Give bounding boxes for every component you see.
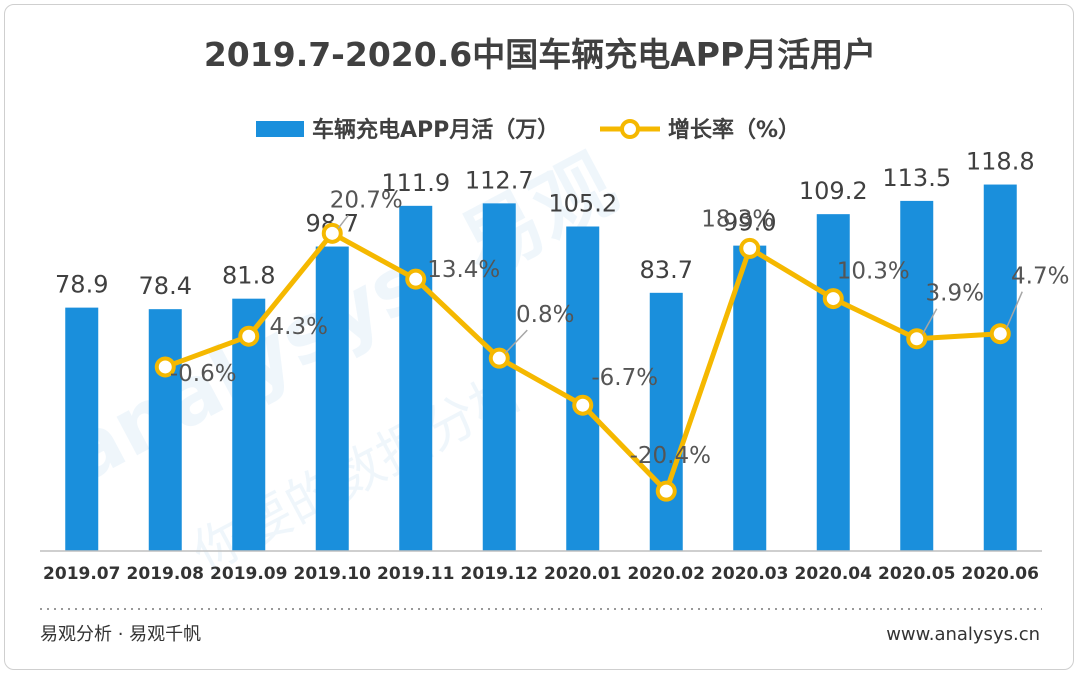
rate-point-2020.03: [739, 237, 761, 259]
legend-line-label: 增长率（%）: [668, 117, 800, 143]
footer-website[interactable]: www.analysys.cn: [886, 624, 1040, 645]
rate-value-2019.09: 4.3%: [270, 314, 328, 340]
bar-2020.02: [649, 292, 683, 551]
bar-value-2019.09: 81.8: [222, 262, 275, 290]
x-tick-2020.03: 2020.03: [711, 564, 788, 584]
rate-point-2020.06: [989, 323, 1011, 345]
rate-leader-2020.06: [1005, 291, 1023, 329]
bar-2019.07: [65, 307, 99, 551]
bar-value-labels: 78.978.481.898.7111.9112.7105.283.799.01…: [55, 148, 1035, 301]
rate-value-2020.05: 3.9%: [926, 281, 984, 307]
rate-point-2019.11: [405, 268, 427, 290]
chart-title: 2019.7-2020.6中国车辆充电APP月活用户: [204, 35, 876, 74]
bar-value-2019.08: 78.4: [139, 272, 192, 300]
bar-2020.06: [983, 184, 1017, 551]
rate-value-labels: -0.6% 4.3% 20.7% 13.4% 0.8% -6.7% -20.4% 18.3% 1…: [170, 187, 1070, 469]
rate-value-2020.02: -20.4%: [630, 443, 711, 469]
rate-point-2019.10: [321, 222, 343, 244]
rate-value-2020.03: 18.3%: [701, 206, 774, 232]
rate-point-2019.08: [154, 356, 176, 378]
bar-value-2019.11: 111.9: [381, 169, 450, 197]
bar-value-2020.04: 109.2: [799, 177, 868, 205]
x-tick-2019.11: 2019.11: [377, 564, 454, 584]
bar-2020.04: [816, 214, 850, 551]
bar-value-2020.02: 83.7: [640, 256, 693, 284]
legend-line-marker: [620, 119, 640, 139]
x-tick-2020.02: 2020.02: [628, 564, 705, 584]
bar-value-2020.01: 105.2: [548, 189, 617, 217]
x-tick-2020.04: 2020.04: [795, 564, 873, 584]
bar-2019.11: [399, 205, 433, 551]
rate-value-2019.08: -0.6%: [170, 361, 237, 387]
rate-value-2019.10: 20.7%: [330, 187, 403, 213]
rate-point-2019.12: [488, 347, 510, 369]
rate-leader-2019.10: [337, 214, 349, 229]
rate-value-2019.11: 13.4%: [427, 257, 500, 283]
legend-bar-label: 车辆充电APP月活（万）: [312, 117, 559, 143]
rate-value-2020.01: -6.7%: [591, 365, 658, 391]
x-tick-2020.05: 2020.05: [878, 564, 955, 584]
rate-point-2020.05: [906, 328, 928, 350]
rate-leader-2019.12: [504, 329, 528, 354]
rate-point-2020.02: [655, 480, 677, 502]
footer-source: 易观分析 · 易观千帆: [40, 624, 201, 645]
bar-2020.03: [733, 245, 767, 551]
legend-bar-swatch: [256, 121, 304, 137]
rate-value-2019.12: 0.8%: [516, 302, 574, 328]
bar-value-2020.05: 113.5: [882, 164, 951, 192]
rate-value-2020.04: 10.3%: [837, 259, 910, 285]
bar-value-2019.07: 78.9: [55, 271, 108, 299]
x-tick-2020.06: 2020.06: [962, 564, 1039, 584]
legend: 车辆充电APP月活（万） 增长率（%）: [256, 117, 800, 143]
bar-value-2019.12: 112.7: [465, 166, 534, 194]
bar-value-2020.03: 99.0: [723, 209, 776, 237]
bar-2020.01: [566, 226, 600, 551]
x-tick-2019.10: 2019.10: [294, 564, 372, 584]
bar-2020.05: [900, 200, 934, 551]
rate-point-2020.04: [822, 288, 844, 310]
bar-2019.08: [148, 309, 182, 551]
bar-2019.12: [482, 203, 516, 552]
chart-frame: [4, 4, 1074, 670]
x-tick-2019.12: 2019.12: [461, 564, 538, 584]
rate-leader-2020.05: [922, 308, 938, 335]
x-tick-2019.08: 2019.08: [127, 564, 204, 584]
x-tick-2019.07: 2019.07: [43, 564, 120, 584]
x-tick-2020.01: 2020.01: [544, 564, 621, 584]
x-axis-ticks: 2019.07 2019.08 2019.09 2019.10 2019.11 2019.…: [43, 564, 1039, 584]
bar-series: [65, 184, 1017, 552]
rate-series: [154, 222, 1011, 502]
rate-point-2020.01: [572, 394, 594, 416]
x-tick-2019.09: 2019.09: [210, 564, 287, 584]
rate-point-2019.09: [238, 325, 260, 347]
bar-2019.10: [315, 246, 349, 551]
bar-value-2020.06: 118.8: [966, 148, 1035, 176]
rate-value-2020.06: 4.7%: [1011, 264, 1069, 290]
